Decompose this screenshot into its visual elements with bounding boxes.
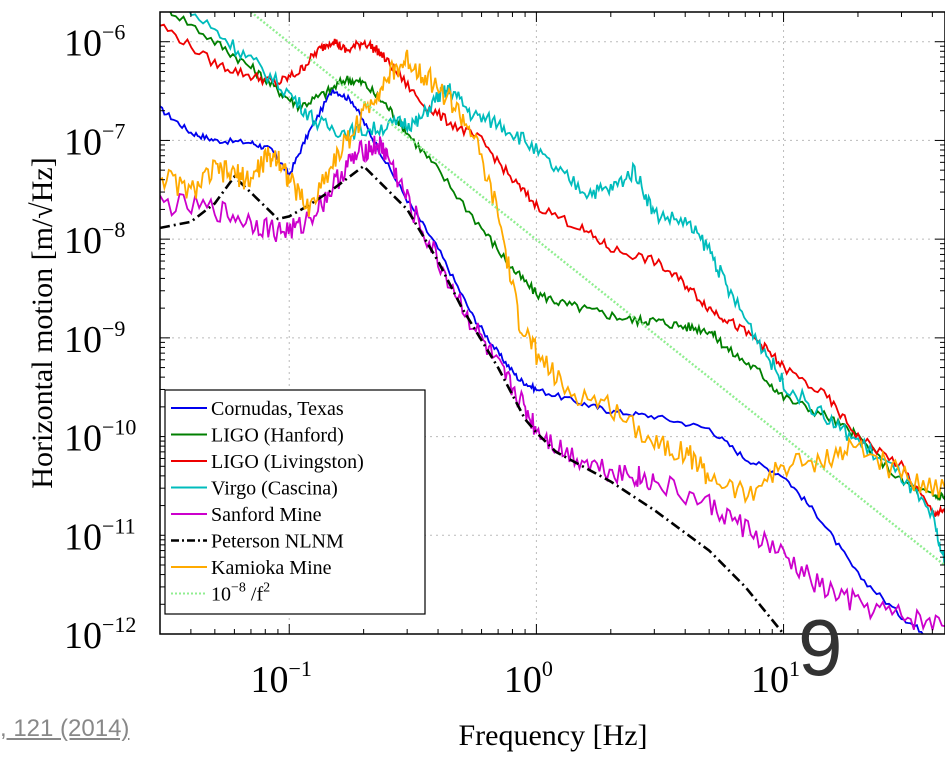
y-tick-label: 10−10 [64,415,136,460]
series-line-3 [178,12,945,566]
x-tick-label: 100 [504,656,553,701]
axis-ticks: 10−1 100 101 10−6 10−7 10−8 10−9 10−10 10−11 10−1… [64,11,945,701]
legend-label: Kamioka Mine [211,557,332,579]
x-tick-label: 10−1 [251,656,312,701]
citation-reference[interactable]: , 121 (2014) [0,715,130,742]
plot-frame [159,11,945,635]
legend-label: Peterson NLNM [211,531,344,553]
x-tick-label: 101 [751,656,800,701]
legend-label: Cornudas, Texas [211,398,344,420]
series-line-2 [160,23,945,518]
legend: Cornudas, Texas LIGO (Hanford) LIGO (Livin… [164,389,426,615]
series-line-1 [169,12,945,501]
legend-label: Virgo (Cascina) [211,478,338,500]
y-tick-label: 10−11 [64,513,136,558]
legend-label: LIGO (Hanford) [211,425,344,447]
series-line-5 [160,164,785,634]
y-tick-label: 10−6 [64,20,125,65]
y-tick-label: 10−8 [64,217,125,262]
legend-label: LIGO (Livingston) [211,451,364,473]
y-tick-label: 10−7 [64,118,125,163]
x-axis-title: Frequency [Hz] [458,719,647,752]
legend-label: 10−8 /f2 [211,581,270,606]
page-number: 9 [798,603,843,692]
legend-box [164,389,426,615]
y-tick-label: 10−12 [64,612,136,657]
series-layer [160,12,945,634]
series-line-6 [160,49,945,505]
y-tick-label: 10−9 [64,316,125,361]
legend-label: Sanford Mine [211,504,322,526]
y-axis-title: Horizontal motion [m/√Hz] [26,157,59,488]
